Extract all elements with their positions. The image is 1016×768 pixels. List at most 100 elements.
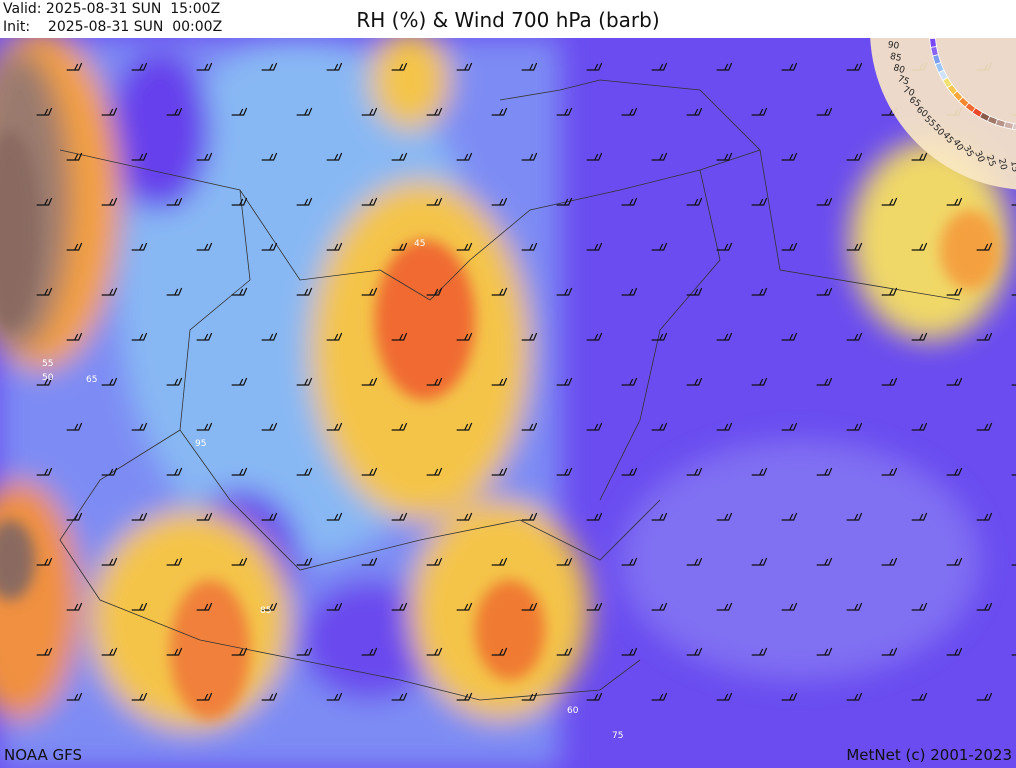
wind-barb	[166, 377, 183, 386]
wind-barb	[751, 287, 768, 296]
wind-barb	[66, 152, 83, 161]
wind-barb	[846, 152, 863, 161]
wind-barb	[361, 557, 378, 566]
wind-barb	[521, 152, 538, 161]
wind-barb	[426, 197, 443, 206]
wind-barb	[296, 557, 313, 566]
wind-barb	[491, 377, 508, 386]
rh-field	[0, 38, 1010, 768]
wind-barb	[781, 602, 798, 611]
wind-barb	[621, 287, 638, 296]
legend-label: 20	[996, 158, 1008, 172]
wind-barb	[881, 647, 898, 656]
wind-barb	[426, 467, 443, 476]
wind-barb	[586, 602, 603, 611]
contour-label: 60	[567, 706, 579, 716]
wind-barb	[911, 422, 928, 431]
wind-barb	[456, 602, 473, 611]
wind-barb	[131, 602, 148, 611]
map-title: RH (%) & Wind 700 hPa (barb)	[356, 8, 660, 32]
wind-barb	[556, 107, 573, 116]
wind-barb	[426, 287, 443, 296]
wind-barb	[66, 242, 83, 251]
contour-label: 50	[42, 373, 54, 383]
init-time: Init: 2025-08-31 SUN 00:00Z	[3, 19, 223, 35]
wind-barb	[131, 512, 148, 521]
wind-barb	[621, 467, 638, 476]
wind-barb	[166, 467, 183, 476]
wind-barb	[586, 512, 603, 521]
wind-barb	[261, 602, 278, 611]
wind-barb	[101, 197, 118, 206]
wind-barb	[361, 647, 378, 656]
wind-barb	[296, 197, 313, 206]
wind-barb	[946, 557, 963, 566]
wind-barb	[881, 197, 898, 206]
wind-barb	[296, 287, 313, 296]
legend-label: 85	[889, 52, 902, 64]
wind-barb	[521, 602, 538, 611]
wind-barb	[426, 647, 443, 656]
wind-barb	[36, 647, 53, 656]
wind-barb	[391, 422, 408, 431]
wind-barb	[361, 467, 378, 476]
wind-barb	[426, 377, 443, 386]
country-borders	[59, 79, 961, 701]
wind-barb	[976, 512, 993, 521]
contour-label: 45	[414, 239, 425, 249]
wind-barb	[36, 467, 53, 476]
legend-label: 70	[901, 85, 916, 99]
wind-barb	[196, 242, 213, 251]
wind-barb	[651, 602, 668, 611]
wind-barb	[456, 332, 473, 341]
wind-barb	[361, 377, 378, 386]
wind-barb	[196, 332, 213, 341]
wind-barb	[326, 242, 343, 251]
wind-barb	[586, 332, 603, 341]
wind-barb	[586, 152, 603, 161]
wind-barb	[296, 377, 313, 386]
wind-barb	[716, 332, 733, 341]
wind-barb	[716, 602, 733, 611]
wind-barb	[781, 692, 798, 701]
wind-barb	[231, 287, 248, 296]
legend-label: 75	[896, 74, 910, 88]
contour-label: 65	[86, 375, 97, 385]
wind-barb	[326, 692, 343, 701]
wind-barb	[911, 152, 928, 161]
wind-barb	[491, 647, 508, 656]
wind-barb	[751, 377, 768, 386]
rh-color-legend: 959085807570656055504540353025201510	[870, 38, 1016, 190]
wind-barb	[196, 602, 213, 611]
wind-barb	[651, 62, 668, 71]
wind-barb	[166, 647, 183, 656]
wind-barb	[491, 287, 508, 296]
wind-barb	[751, 557, 768, 566]
wind-barb	[101, 107, 118, 116]
wind-barb	[976, 242, 993, 251]
wind-barb	[946, 647, 963, 656]
wind-barb	[716, 422, 733, 431]
wind-barb	[261, 332, 278, 341]
wind-barb	[976, 602, 993, 611]
wind-barb	[391, 332, 408, 341]
wind-barb	[846, 602, 863, 611]
wind-barb	[686, 467, 703, 476]
wind-barb	[781, 422, 798, 431]
wind-barb	[361, 107, 378, 116]
wind-barb	[816, 557, 833, 566]
wind-barb	[36, 107, 53, 116]
wind-barb	[651, 512, 668, 521]
wind-barb	[296, 467, 313, 476]
wind-barb	[781, 152, 798, 161]
wind-barb	[231, 647, 248, 656]
wind-barb	[751, 467, 768, 476]
wind-barb	[846, 512, 863, 521]
wind-barb	[911, 602, 928, 611]
wind-barb	[131, 62, 148, 71]
wind-barb	[101, 557, 118, 566]
wind-barb	[686, 647, 703, 656]
wind-barb	[456, 62, 473, 71]
model-label: NOAA GFS	[4, 746, 82, 764]
wind-barb	[296, 647, 313, 656]
